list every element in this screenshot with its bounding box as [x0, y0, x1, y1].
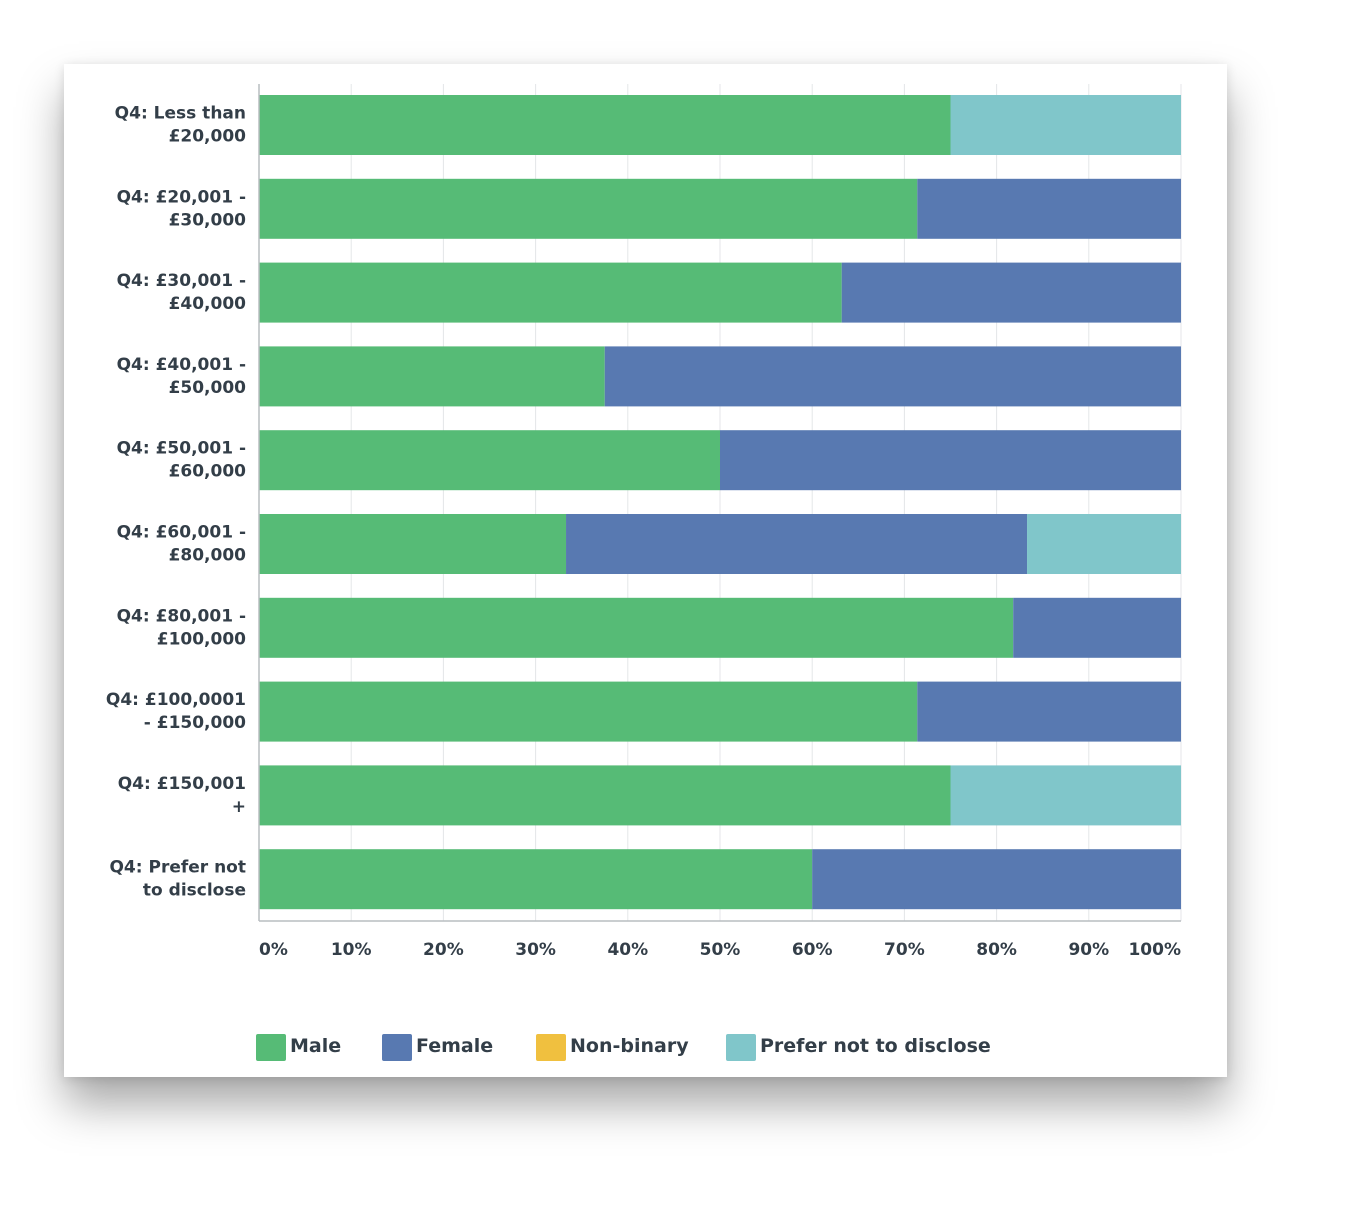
- category-label: £20,000: [169, 127, 247, 147]
- x-tick-label: 20%: [423, 940, 464, 960]
- category-label: £30,000: [169, 210, 247, 230]
- x-tick-label: 10%: [331, 940, 372, 960]
- x-tick-label: 70%: [884, 940, 925, 960]
- category-label: Q4: £100,0001: [106, 690, 246, 710]
- legend-label: Prefer not to disclose: [760, 1035, 991, 1057]
- category-label: Q4: £20,001 -: [117, 187, 246, 207]
- category-label: Q4: £50,001 -: [117, 439, 246, 459]
- category-label: £80,000: [169, 546, 247, 566]
- bar-male: [259, 95, 951, 155]
- chart-card: Q4: Less than £20,000 Q4: £20,001 - £30,000…: [64, 64, 1227, 1077]
- legend-label: Female: [416, 1035, 493, 1057]
- category-label: +: [232, 797, 246, 817]
- bar-male: [259, 178, 918, 239]
- legend-swatch-male: [256, 1034, 286, 1061]
- bar-male: [259, 262, 842, 323]
- bar-prefer-not-to-disclose: [1027, 514, 1181, 574]
- bar-male: [259, 514, 567, 574]
- category-label: Q4: £150,001: [118, 774, 246, 794]
- bar-female: [812, 849, 1181, 910]
- x-tick-label: 50%: [700, 940, 741, 960]
- category-label: £100,000: [157, 629, 246, 649]
- x-tick-label: 100%: [1128, 940, 1181, 960]
- category-label: Q4: Less than: [115, 104, 246, 124]
- category-label: Q4: £30,001 -: [117, 271, 246, 291]
- bar-male: [259, 849, 813, 910]
- category-label: - £150,000: [144, 713, 246, 733]
- x-tick-label: 30%: [515, 940, 556, 960]
- bar-female: [917, 178, 1181, 239]
- legend-label: Non-binary: [570, 1035, 689, 1057]
- bar-male: [259, 765, 951, 826]
- bar-male: [259, 430, 720, 491]
- category-label: £40,000: [169, 294, 247, 314]
- bar-female: [1013, 597, 1181, 658]
- bar-male: [259, 681, 918, 742]
- x-tick-label: 0%: [259, 940, 288, 960]
- stacked-bar-chart: Q4: Less than £20,000 Q4: £20,001 - £30,000…: [106, 84, 1182, 1061]
- bar-female: [917, 681, 1181, 742]
- x-tick-label: 60%: [792, 940, 833, 960]
- bar-prefer-not-to-disclose: [950, 765, 1181, 826]
- bar-prefer-not-to-disclose: [950, 95, 1181, 155]
- bar-female: [841, 262, 1181, 323]
- bar-male: [259, 346, 605, 407]
- legend-swatch-non-binary: [536, 1034, 566, 1061]
- category-label: £50,000: [169, 378, 247, 398]
- category-label: £60,000: [169, 462, 247, 482]
- category-label: to disclose: [143, 881, 246, 901]
- x-tick-label: 90%: [1068, 940, 1109, 960]
- bar-female: [604, 346, 1181, 407]
- x-tick-label: 80%: [976, 940, 1017, 960]
- category-label: Q4: £80,001 -: [117, 606, 246, 626]
- bar-female: [566, 514, 1028, 574]
- legend-label: Male: [290, 1035, 341, 1057]
- bar-male: [259, 597, 1014, 658]
- legend-swatch-prefer-not-to-disclose: [726, 1034, 756, 1061]
- x-tick-label: 40%: [607, 940, 648, 960]
- legend-swatch-female: [382, 1034, 412, 1061]
- category-label: Q4: £40,001 -: [117, 355, 246, 375]
- bar-female: [720, 430, 1181, 491]
- category-label: Q4: Prefer not: [109, 858, 246, 878]
- category-label: Q4: £60,001 -: [117, 523, 246, 543]
